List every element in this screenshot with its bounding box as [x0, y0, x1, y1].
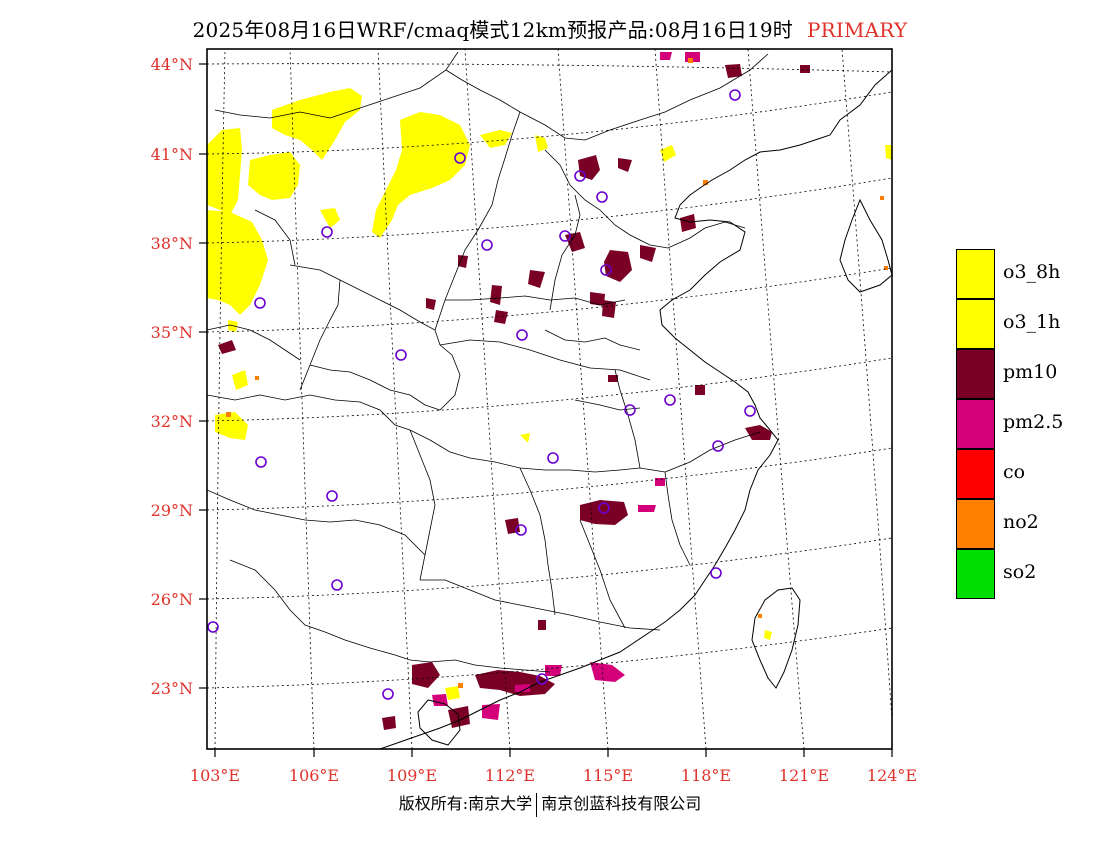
pollutant-legend: o3_8h o3_1h pm10 pm2.5 co no2 so2: [956, 249, 1096, 599]
primary-tag: PRIMARY: [806, 18, 908, 42]
copyright-company: 南京创蓝科技有限公司: [541, 794, 702, 813]
lon-label-109: 109°E: [387, 766, 437, 785]
lat-label-26: 26°N: [151, 590, 193, 609]
lon-label-124: 124°E: [867, 766, 917, 785]
legend-swatch-pm25: [956, 399, 995, 449]
axis-ticks: [199, 63, 893, 757]
copyright-footer: 版权所有:南京大学 南京创蓝科技有限公司: [0, 790, 1100, 817]
city-markers: [207, 89, 756, 700]
lat-label-35: 35°N: [151, 323, 193, 342]
footer-divider: [536, 792, 538, 817]
lon-label-112: 112°E: [485, 766, 535, 785]
latitude-labels: 44°N 41°N 38°N 35°N 32°N 29°N 26°N 23°N: [151, 55, 193, 698]
lat-label-38: 38°N: [151, 234, 193, 253]
map-frame: [206, 48, 893, 750]
o3-regions: [207, 88, 892, 700]
legend-swatch-o3-1h: [956, 299, 995, 349]
copyright-owner: 版权所有:南京大学: [398, 794, 533, 813]
title-text: 2025年08月16日WRF/cmaq模式12km预报产品:08月16日19时: [192, 18, 793, 42]
map-plot-area: [207, 49, 892, 749]
legend-label-no2: no2: [1003, 511, 1039, 533]
lat-label-32: 32°N: [151, 412, 193, 431]
longitude-labels: 103°E 106°E 109°E 112°E 115°E 118°E 121°…: [190, 766, 917, 785]
legend-swatch-pm10: [956, 349, 995, 399]
legend-item-no2: no2: [956, 499, 1096, 549]
lat-label-44: 44°N: [151, 55, 193, 74]
legend-label-o3-8h: o3_8h: [1003, 261, 1061, 283]
legend-item-o3-1h: o3_1h: [956, 299, 1096, 349]
legend-item-pm25: pm2.5: [956, 399, 1096, 449]
no2-spots: [226, 58, 888, 688]
lon-label-118: 118°E: [681, 766, 731, 785]
map-title: 2025年08月16日WRF/cmaq模式12km预报产品:08月16日19时 P…: [0, 14, 1100, 43]
pm10-hotspots: [218, 64, 810, 730]
province-boundaries: [207, 51, 769, 673]
pm25-hotspots: [432, 52, 700, 720]
legend-item-o3-8h: o3_8h: [956, 249, 1096, 299]
legend-swatch-no2: [956, 499, 995, 549]
legend-label-o3-1h: o3_1h: [1003, 311, 1061, 333]
lon-label-121: 121°E: [779, 766, 829, 785]
legend-item-co: co: [956, 449, 1096, 499]
lat-label-29: 29°N: [151, 501, 193, 520]
lon-label-115: 115°E: [583, 766, 633, 785]
graticule: [207, 49, 892, 749]
legend-item-so2: so2: [956, 549, 1096, 599]
lon-label-106: 106°E: [289, 766, 339, 785]
legend-swatch-co: [956, 449, 995, 499]
lat-label-23: 23°N: [151, 679, 193, 698]
legend-swatch-o3-8h: [956, 249, 995, 299]
legend-label-pm10: pm10: [1003, 361, 1058, 383]
lat-label-41: 41°N: [151, 145, 193, 164]
legend-label-pm25: pm2.5: [1003, 411, 1064, 433]
lon-label-103: 103°E: [190, 766, 240, 785]
legend-item-pm10: pm10: [956, 349, 1096, 399]
legend-label-co: co: [1003, 461, 1026, 483]
legend-swatch-so2: [956, 549, 995, 599]
legend-label-so2: so2: [1003, 561, 1037, 583]
